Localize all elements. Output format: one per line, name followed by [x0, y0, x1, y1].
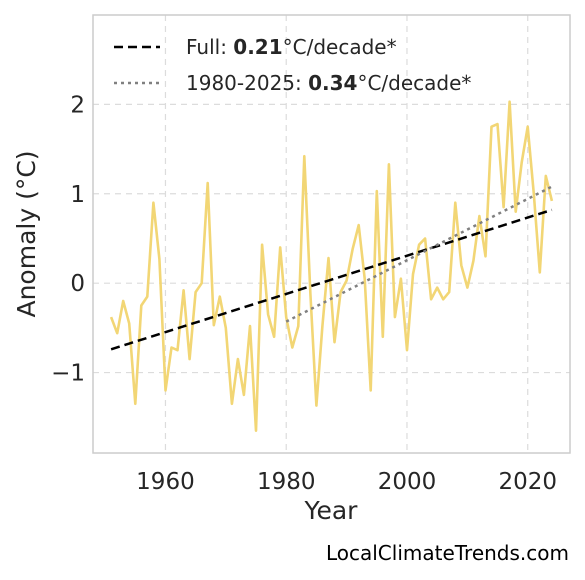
legend-rate: 0.34: [308, 71, 357, 95]
x-tick-label: 2020: [498, 469, 557, 495]
legend-prefix: Full:: [186, 35, 233, 59]
x-tick-label: 1960: [136, 469, 195, 495]
legend-suffix: °C/decade*: [357, 71, 471, 95]
anomaly-series-line: [109, 100, 554, 433]
legend-label-1: 1980-2025: 0.34°C/decade*: [186, 71, 471, 95]
plot-frame: [92, 14, 571, 454]
x-tick-label: 2000: [378, 469, 437, 495]
legend-suffix: °C/decade*: [283, 35, 397, 59]
legend-label-0: Full: 0.21°C/decade*: [186, 35, 397, 59]
legend: Full: 0.21°C/decade*1980-2025: 0.34°C/de…: [114, 35, 471, 95]
legend-prefix: 1980-2025:: [186, 71, 308, 95]
y-tick-label: 1: [70, 182, 85, 208]
plot-background: [93, 15, 570, 453]
x-tick-labels: 1960 1980 2000 2020: [136, 469, 557, 495]
y-axis-title: Anomaly (°C): [12, 150, 41, 317]
y-tick-label: 0: [70, 271, 85, 297]
x-tick-label: 1980: [257, 469, 316, 495]
series-layer: [109, 100, 554, 433]
y-tick-labels: 2 1 0 −1: [51, 92, 85, 386]
trend-line-2: [285, 185, 553, 323]
legend-rate: 0.21: [233, 35, 282, 59]
y-tick-label: 2: [70, 92, 85, 118]
trend-line-1: [110, 208, 553, 351]
y-tick-label: −1: [51, 361, 85, 387]
credit-text: LocalClimateTrends.com: [326, 541, 569, 565]
x-axis-title: Year: [304, 496, 359, 525]
